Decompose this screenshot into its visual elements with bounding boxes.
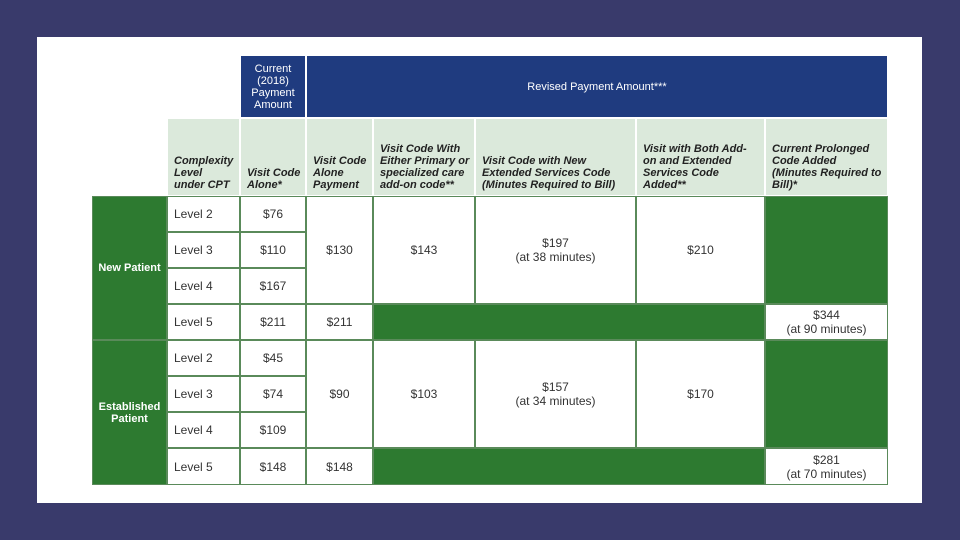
cell-text: $167 — [259, 279, 287, 293]
cell-text: Visit Code Alone Payment — [313, 155, 367, 191]
cell-text: $103 — [410, 387, 438, 401]
filler — [373, 448, 765, 485]
cell-text: Level 5 — [174, 459, 213, 474]
level: Level 2 — [167, 196, 240, 232]
level: Level 3 — [167, 232, 240, 268]
cell-text: $281 — [813, 452, 840, 467]
cell-text: $90 — [329, 387, 350, 401]
cell-text: Level 3 — [174, 243, 213, 257]
both-amount: $170 — [636, 340, 765, 448]
cell-text: Current (2018) Payment Amount — [251, 62, 295, 111]
cell-text: $344 — [813, 308, 840, 322]
cell-text: $76 — [262, 207, 284, 221]
cell-text: $45 — [262, 351, 284, 365]
column-header: Current Prolonged Code Added (Minutes Re… — [765, 118, 888, 196]
current-amount: $109 — [240, 412, 306, 448]
cell-text: (at 90 minutes) — [786, 322, 867, 336]
cell-text: Level 4 — [174, 423, 213, 437]
cell-text: Level 2 — [174, 207, 213, 221]
column-header: Visit Code Alone* — [240, 118, 306, 196]
extended-amount: $157 (at 34 minutes) — [475, 340, 636, 448]
cell-text: Level 4 — [174, 279, 213, 293]
current-amount: $76 — [240, 196, 306, 232]
header-revised: Revised Payment Amount*** — [306, 55, 888, 118]
visit-code: $90 — [306, 340, 373, 448]
current-amount: $211 — [240, 304, 306, 340]
cell-text: $130 — [326, 243, 353, 257]
cell-text: (at 38 minutes) — [515, 250, 596, 264]
filler — [765, 196, 888, 304]
header-current: Current (2018) Payment Amount — [240, 55, 306, 118]
column-header: Complexity Level under CPT — [167, 118, 240, 196]
cell-text: Established Patient — [98, 400, 161, 425]
cell-text: $170 — [687, 387, 714, 401]
group-label: Established Patient — [92, 340, 167, 485]
cell-text: $211 — [326, 315, 353, 329]
level: Level 4 — [167, 268, 240, 304]
cell-text: $197 — [542, 236, 569, 250]
cell-text: Level 2 — [174, 351, 213, 365]
cell-text: Visit Code with New Extended Services Co… — [482, 155, 616, 191]
column-header: Visit with Both Add-on and Extended Serv… — [636, 118, 765, 196]
both-amount: $210 — [636, 196, 765, 304]
cell-text: $109 — [259, 423, 287, 437]
level: Level 5 — [167, 304, 240, 340]
level: Level 4 — [167, 412, 240, 448]
cell-text: Level 3 — [174, 387, 213, 401]
cell-text: $110 — [260, 243, 286, 257]
cell-text: Complexity Level under CPT — [174, 155, 234, 191]
column-header: Visit Code Alone Payment — [306, 118, 373, 196]
cell-text: Visit Code Alone* — [247, 167, 301, 191]
cell-text: $157 — [542, 380, 569, 394]
extended-amount: $197 (at 38 minutes) — [475, 196, 636, 304]
cell-text: Visit Code With Either Primary or specia… — [380, 143, 470, 191]
cell-text: $148 — [326, 459, 353, 474]
filler — [765, 340, 888, 448]
visit-code: $211 — [306, 304, 373, 340]
cell-text: Level 5 — [174, 315, 213, 329]
cell-text: $148 — [259, 459, 287, 474]
cell-text: $143 — [410, 243, 438, 257]
cell-text: $74 — [262, 387, 284, 401]
cell-text: Revised Payment Amount*** — [527, 80, 667, 93]
cell-text: Current Prolonged Code Added (Minutes Re… — [772, 143, 882, 191]
cell-text: Visit with Both Add-on and Extended Serv… — [643, 143, 747, 191]
current-amount: $45 — [240, 340, 306, 376]
current-amount: $74 — [240, 376, 306, 412]
prolonged-amount: $281 (at 70 minutes) — [765, 448, 888, 485]
cell-text: $210 — [687, 243, 714, 257]
cell-text: $211 — [260, 315, 286, 329]
visit-code: $130 — [306, 196, 373, 304]
level: Level 3 — [167, 376, 240, 412]
level: Level 5 — [167, 448, 240, 485]
prolonged-amount: $344 (at 90 minutes) — [765, 304, 888, 340]
current-amount: $148 — [240, 448, 306, 485]
filler — [373, 304, 765, 340]
column-header: Visit Code with New Extended Services Co… — [475, 118, 636, 196]
cell-text: (at 70 minutes) — [786, 466, 867, 481]
visit-code: $148 — [306, 448, 373, 485]
cell-text: (at 34 minutes) — [515, 394, 596, 408]
addon-amount: $143 — [373, 196, 475, 304]
column-header: Visit Code With Either Primary or specia… — [373, 118, 475, 196]
addon-amount: $103 — [373, 340, 475, 448]
level: Level 2 — [167, 340, 240, 376]
cell-text: New Patient — [98, 262, 161, 274]
group-label: New Patient — [92, 196, 167, 340]
current-amount: $110 — [240, 232, 306, 268]
current-amount: $167 — [240, 268, 306, 304]
